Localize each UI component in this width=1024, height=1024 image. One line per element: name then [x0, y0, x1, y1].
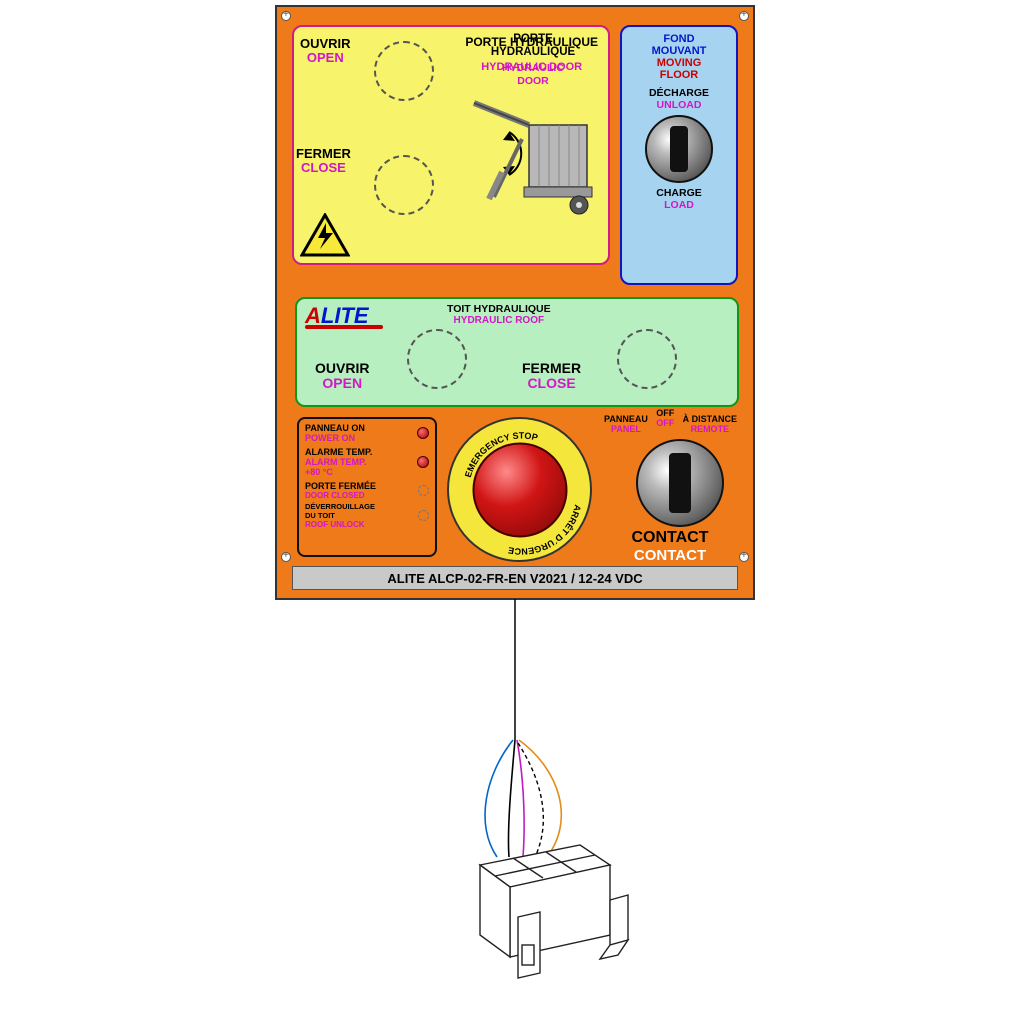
- door-open-fr: OUVRIR: [300, 37, 351, 51]
- doorclosed-en: DOOR CLOSED: [305, 491, 376, 500]
- unload-fr: DÉCHARGE: [624, 87, 734, 99]
- floor-title-fr2: MOUVANT: [624, 45, 734, 57]
- doorclosed-fr: PORTE FERMÉE: [305, 481, 376, 491]
- roofunlock-fr2: DU TOIT: [305, 511, 375, 520]
- sel-panel-en: PANEL: [604, 425, 648, 435]
- hydraulic-roof-section: ALITE TOIT HYDRAULIQUE HYDRAULIC ROOF OU…: [295, 297, 739, 407]
- door-closed-led-icon: [418, 485, 429, 496]
- contact-en: CONTACT: [605, 547, 735, 564]
- sel-remote-en: REMOTE: [683, 425, 737, 435]
- door-close-en: CLOSE: [296, 161, 351, 175]
- door-close-fr: FERMER: [296, 147, 351, 161]
- screw-icon: [281, 552, 291, 562]
- nameplate-label: ALITE ALCP-02-FR-EN V2021 / 12-24 VDC: [292, 566, 738, 590]
- emergency-stop[interactable]: EMERGENCY STOP ARRÊT D´URGENCE: [447, 417, 592, 562]
- screw-icon: [739, 552, 749, 562]
- alarm-en1: ALARM TEMP.: [305, 457, 372, 467]
- hydraulic-door-section: PORTE HYDRAULIQUE HYDRAULIC DOOR PORTE H…: [292, 25, 610, 265]
- door-open-en: OPEN: [300, 51, 351, 65]
- roofunlock-en: ROOF UNLOCK: [305, 520, 375, 529]
- door-open-button[interactable]: [374, 41, 434, 101]
- roof-close-fr: FERMER: [522, 361, 581, 376]
- power-led-icon: [417, 427, 429, 439]
- screw-icon: [281, 11, 291, 21]
- sel-off-en: OFF: [656, 419, 674, 429]
- roofunlock-fr1: DÉVERROUILLAGE: [305, 502, 375, 511]
- moving-floor-knob[interactable]: [645, 115, 713, 183]
- roof-close-en: CLOSE: [522, 376, 581, 391]
- roof-open-en: OPEN: [315, 376, 369, 391]
- alarm-led-icon: [417, 456, 429, 468]
- power-on-en: POWER ON: [305, 433, 365, 443]
- floor-title-en1: MOVING: [624, 57, 734, 69]
- roof-close-button[interactable]: [617, 329, 677, 389]
- status-indicator-panel: PANNEAU ON POWER ON ALARME TEMP. ALARM T…: [297, 417, 437, 557]
- floor-title-fr1: FOND: [624, 33, 734, 45]
- alite-logo: ALITE: [305, 303, 383, 329]
- roof-open-button[interactable]: [407, 329, 467, 389]
- emergency-stop-button-icon[interactable]: [472, 442, 567, 537]
- connector-wiring-diagram: [275, 595, 755, 1015]
- roof-title-fr: TOIT HYDRAULIQUE: [447, 303, 551, 315]
- alarm-en2: +80 °C: [305, 467, 372, 477]
- power-on-fr: PANNEAU ON: [305, 423, 365, 433]
- screw-icon: [739, 11, 749, 21]
- electric-warning-icon: [300, 213, 350, 257]
- alarm-fr: ALARME TEMP.: [305, 447, 372, 457]
- roof-title-en: HYDRAULIC ROOF: [447, 315, 551, 326]
- mode-selector-knob[interactable]: [635, 435, 725, 525]
- unload-en: UNLOAD: [624, 99, 734, 111]
- load-en: LOAD: [624, 199, 734, 211]
- floor-title-en2: FLOOR: [624, 69, 734, 81]
- roof-open-fr: OUVRIR: [315, 361, 369, 376]
- load-fr: CHARGE: [624, 187, 734, 199]
- trailer-door-icon: [454, 97, 604, 227]
- control-panel: PORTE HYDRAULIQUE HYDRAULIC DOOR PORTE H…: [275, 5, 755, 600]
- roof-unlock-led-icon: [418, 510, 429, 521]
- door-close-button[interactable]: [374, 155, 434, 215]
- moving-floor-section: FOND MOUVANT MOVING FLOOR DÉCHARGE UNLOA…: [620, 25, 738, 285]
- contact-fr: CONTACT: [605, 529, 735, 547]
